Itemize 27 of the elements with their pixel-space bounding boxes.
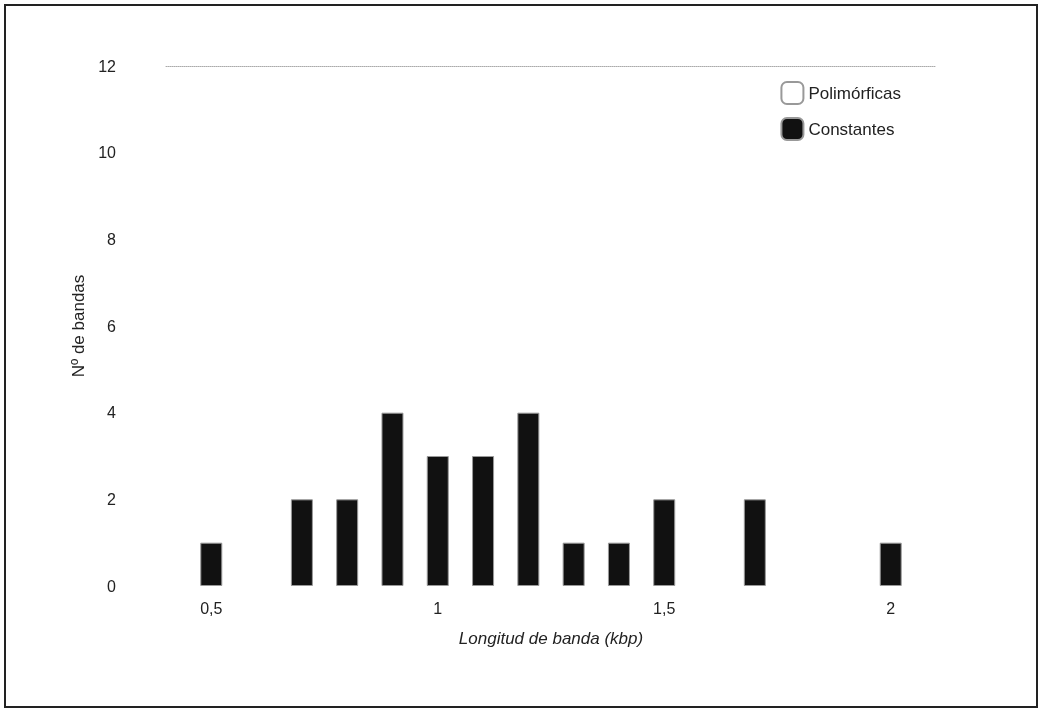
x-tick-label: 2 xyxy=(886,599,896,617)
y-tick-label: 4 xyxy=(107,404,117,422)
y-axis-title: Nº de bandas xyxy=(69,274,89,378)
y-tick-label: 12 xyxy=(98,57,117,75)
y-tick-label: 10 xyxy=(98,144,117,162)
x-tick-label: 1,5 xyxy=(653,599,676,617)
y-tick-label: 0 xyxy=(107,577,117,595)
bar xyxy=(381,412,404,586)
bar xyxy=(517,412,540,586)
legend-label: Constantes xyxy=(808,119,895,139)
bar xyxy=(426,456,449,586)
bar xyxy=(472,456,495,586)
y-tick-label: 8 xyxy=(107,230,117,248)
bar xyxy=(200,542,223,586)
bar xyxy=(562,542,585,586)
legend-label: Polimórficas xyxy=(808,83,902,103)
bar xyxy=(336,499,359,586)
y-tick-label: 2 xyxy=(107,490,117,508)
x-tick-label: 0,5 xyxy=(200,599,223,617)
bar xyxy=(607,542,630,586)
bar xyxy=(653,499,676,586)
y-tick-label: 6 xyxy=(107,317,117,335)
bar xyxy=(743,499,766,586)
x-axis-title: Longitud de banda (kbp) xyxy=(458,629,644,648)
x-tick-label: 1 xyxy=(433,599,443,617)
bar xyxy=(879,542,902,586)
bar xyxy=(290,499,313,586)
